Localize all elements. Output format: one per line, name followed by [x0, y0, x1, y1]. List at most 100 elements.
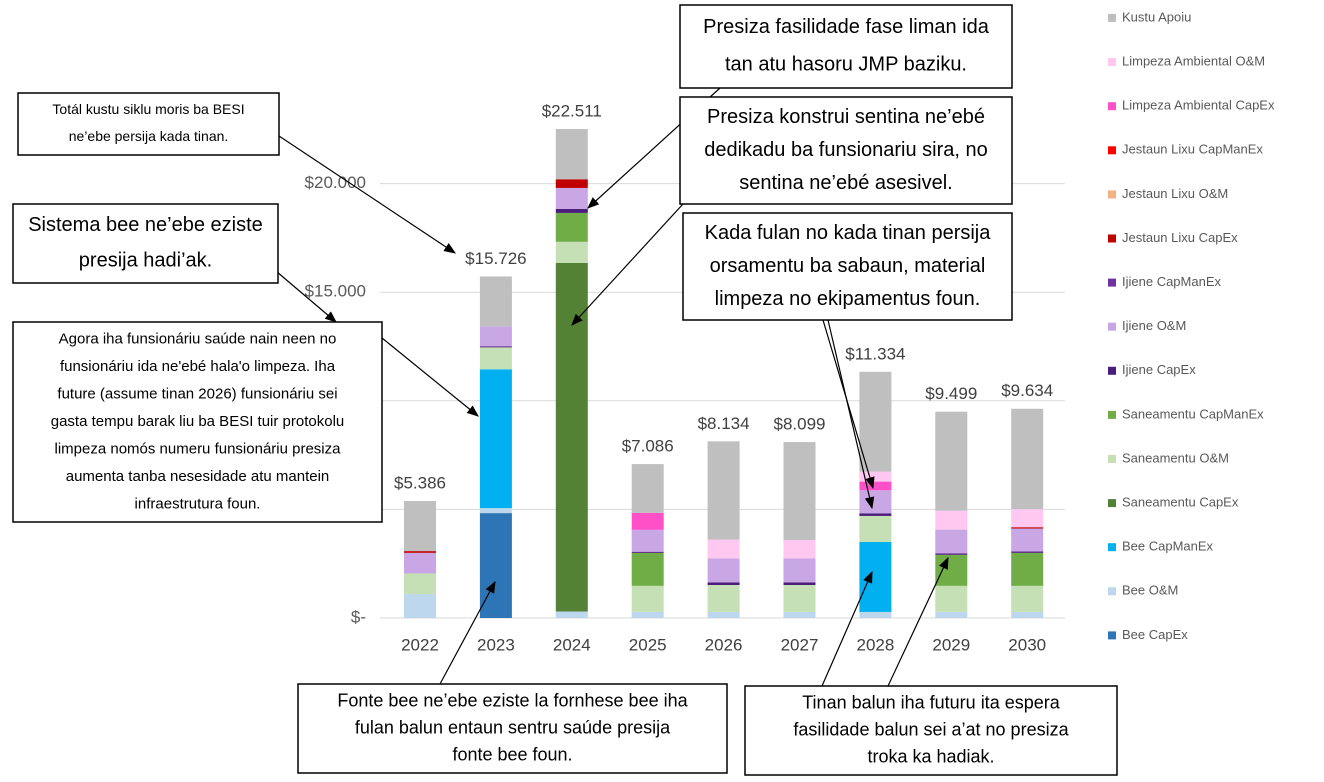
bar-segment — [479, 276, 512, 327]
bar-segment — [859, 481, 892, 491]
bar-segment — [783, 442, 816, 541]
annotation: Sistema bee ne’ebe eziste presija hadi’ak… — [12, 203, 279, 284]
bar-segment — [707, 441, 740, 540]
annotation-text: Totál kustu siklu moris ba BESI — [52, 101, 244, 117]
legend-swatch — [1108, 234, 1116, 243]
bar-segment — [935, 510, 968, 530]
bar-segment — [1011, 509, 1044, 528]
x-tick-label: 2026 — [705, 635, 743, 654]
bar-segment — [555, 262, 588, 612]
annotation-text: Presiza konstrui sentina ne’ebé — [707, 106, 985, 128]
legend-swatch — [1108, 455, 1116, 463]
legend-swatch — [1108, 543, 1116, 552]
annotation-box — [12, 321, 383, 523]
annotation-arrow — [439, 580, 496, 685]
bar-segment — [631, 551, 664, 553]
total-label: $9.499 — [925, 384, 977, 403]
bar-segment — [707, 558, 740, 583]
annotation-text: aumenta tanba nesesidade atu mantein — [66, 468, 330, 485]
bar-segment — [631, 512, 664, 530]
bar-segment — [1011, 585, 1044, 612]
annotation: Totál kustu siklu moris ba BESI ne’ebe pe… — [17, 92, 280, 156]
bar-segment — [404, 552, 436, 574]
legend-label: Jestaun Lixu CapManEx — [1122, 142, 1263, 157]
annotation-text: Tinan balun iha futuru ita espera — [802, 692, 1060, 712]
bar-segment — [783, 558, 816, 583]
legend-label: Saneamentu CapManEx — [1122, 406, 1264, 421]
annotation-text: orsamentu ba sabaun, material — [710, 255, 986, 277]
total-label: $5.386 — [394, 474, 446, 493]
bar-segment — [859, 490, 892, 514]
legend-label: Bee O&M — [1122, 583, 1178, 598]
annotation-arrow — [269, 265, 337, 323]
bar-segment — [631, 552, 664, 586]
annotation-arrow — [821, 570, 873, 687]
annotation-text: limpeza no ekipamentus foun. — [715, 288, 981, 310]
bar-segment — [555, 209, 588, 213]
annotation: Agora iha funsionáriu saúde nain neen no… — [12, 321, 383, 523]
annotation-text: Agora iha funsionáriu saúde nain neen no — [59, 331, 337, 348]
total-label: $8.134 — [698, 414, 750, 433]
legend-swatch — [1108, 499, 1116, 508]
bar-segment — [404, 573, 436, 595]
total-label: $11.334 — [845, 344, 905, 363]
bar-segment — [707, 584, 740, 612]
annotation-text: Fonte bee ne’ebe eziste la fornhese bee … — [337, 690, 688, 710]
bar-segment — [479, 347, 512, 370]
total-label: $22.511 — [542, 102, 602, 121]
bar-segment — [404, 501, 436, 552]
annotation-text: funsionáriu ida ne'ebé hala'o limpeza. I… — [60, 358, 336, 375]
annotation-text: infraestrutura foun. — [135, 495, 261, 512]
x-tick-label: 2022 — [401, 635, 439, 654]
x-tick-label: 2029 — [932, 635, 970, 654]
annotation-text: tan atu hasoru JMP baziku. — [725, 54, 967, 76]
bar-segment — [707, 539, 740, 559]
annotation-text: fonte bee foun. — [452, 744, 572, 764]
x-tick-label: 2023 — [477, 635, 515, 654]
bar-segment — [404, 551, 436, 553]
bar-segment — [935, 585, 968, 612]
legend-swatch — [1108, 58, 1116, 67]
legend-swatch — [1108, 190, 1116, 199]
legend-swatch — [1108, 278, 1116, 287]
annotation-text: sentina ne’ebé asesivel. — [739, 172, 952, 194]
annotation-text: limpeza nomós numeru funsionáriu presiza — [55, 440, 342, 457]
y-tick-label: $- — [351, 607, 366, 626]
y-tick-label: $20.000 — [305, 173, 366, 192]
annotation-arrow — [827, 319, 875, 510]
legend-label: Ijiene CapEx — [1122, 362, 1196, 377]
bar-segment — [479, 508, 512, 514]
annotation-box — [682, 212, 1013, 321]
total-label: $15.726 — [465, 249, 526, 268]
annotation-text: fasilidade balun sei a’at no presiza — [793, 719, 1069, 739]
total-label: $8.099 — [774, 415, 826, 434]
bar-segment — [555, 187, 588, 210]
annotation-text: future (assume tinan 2026) funsionáriu s… — [57, 386, 337, 403]
total-label: $7.086 — [622, 437, 674, 456]
annotation-arrow — [381, 337, 479, 417]
x-tick-label: 2030 — [1008, 635, 1046, 654]
bars — [404, 129, 1044, 618]
bar-segment — [783, 582, 816, 585]
bar-segment — [555, 611, 588, 618]
legend-label: Bee CapEx — [1122, 627, 1188, 642]
legend-label: Saneamentu CapEx — [1122, 495, 1239, 510]
bar-segment — [859, 611, 892, 618]
legend-swatch — [1108, 631, 1116, 640]
bar-segment — [935, 553, 968, 555]
bar-segment — [555, 241, 588, 263]
legend-label: Jestaun Lixu O&M — [1122, 186, 1228, 201]
annotation-text: Kada fulan no kada tinan persija — [705, 222, 992, 244]
legend-label: Limpeza Ambiental CapEx — [1122, 98, 1275, 113]
annotation-arrow — [887, 556, 949, 687]
bar-segment — [479, 326, 512, 347]
bar-segment — [631, 529, 664, 552]
y-tick-label: $15.000 — [305, 282, 366, 301]
bar-segment — [935, 411, 968, 511]
annotation-box — [17, 92, 280, 156]
annotation-text: Presiza fasilidade fase liman ida — [703, 16, 990, 38]
bar-segment — [859, 513, 892, 516]
annotation-text: troka ka hadiak. — [867, 746, 994, 766]
bar-segment — [859, 541, 892, 612]
